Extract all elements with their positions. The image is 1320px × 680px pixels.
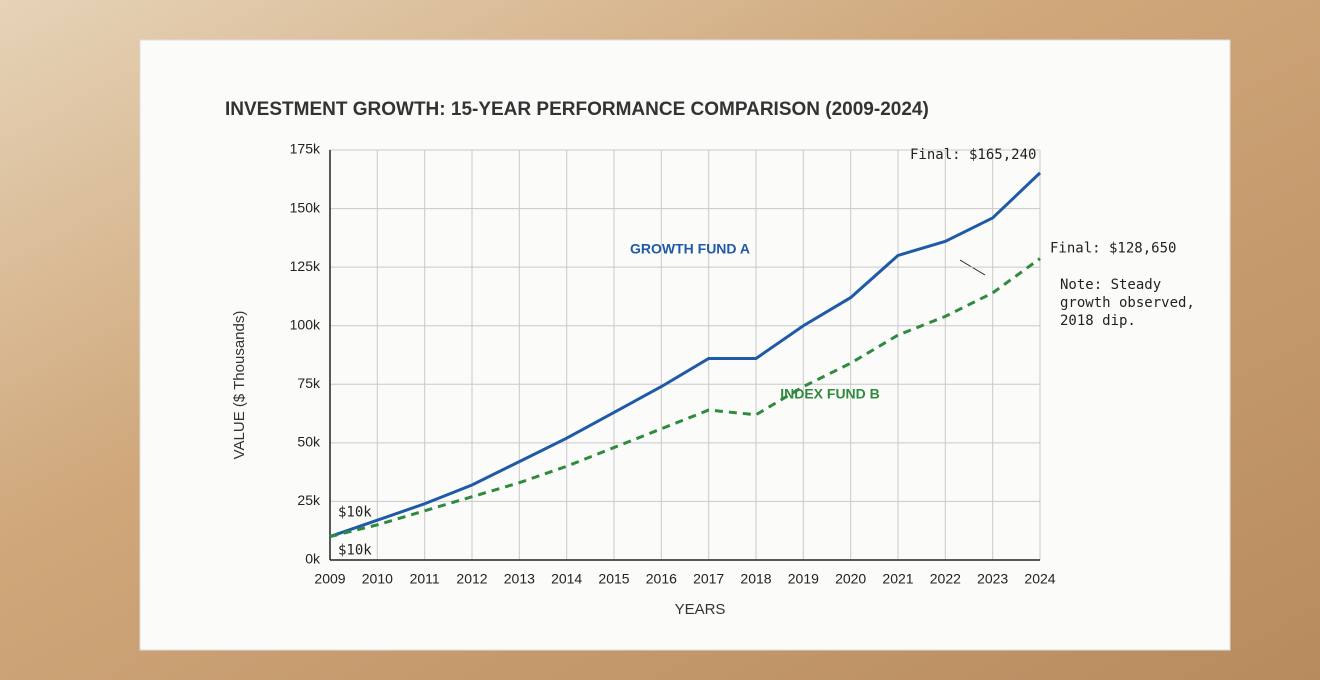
note-line: growth observed, [1060,295,1195,311]
x-tick-label: 2023 [977,571,1008,587]
x-tick-label: 2016 [646,571,677,587]
annotation: $10k [338,543,372,559]
y-tick-label: 0k [305,551,321,567]
x-tick-label: 2011 [410,571,440,587]
y-axis-label: VALUE ($ Thousands) [231,311,248,460]
y-tick-label: 100k [290,316,321,332]
x-tick-label: 2021 [882,571,913,587]
x-tick-label: 2009 [314,571,345,587]
y-tick-label: 75k [297,375,321,391]
annotation: $10k [338,505,372,521]
x-tick-label: 2022 [930,571,961,587]
x-tick-label: 2017 [693,571,724,587]
series-label: GROWTH FUND A [630,241,750,257]
note-line: Note: Steady [1060,277,1161,293]
y-tick-label: 25k [297,492,321,508]
note-line: 2018 dip. [1060,313,1136,329]
chart-title: INVESTMENT GROWTH: 15-YEAR PERFORMANCE C… [225,99,929,120]
series-line [329,257,1041,539]
series-line [329,171,1042,538]
x-tick-label: 2015 [598,571,629,587]
y-tick-label: 150k [290,199,321,215]
y-tick-label: 50k [297,434,321,450]
x-axis-label: YEARS [675,601,726,618]
x-tick-label: 2024 [1024,571,1055,587]
y-tick-label: 125k [290,258,321,274]
annotation: Final: $165,240 [910,147,1036,163]
x-tick-label: 2013 [504,571,535,587]
x-tick-label: 2012 [456,571,487,587]
series-label: INDEX FUND B [780,386,880,402]
x-tick-label: 2020 [835,571,866,587]
x-tick-label: 2018 [740,571,771,587]
paper [139,39,1231,651]
x-tick-label: 2014 [551,571,582,587]
x-tick-label: 2010 [362,571,393,587]
x-tick-label: 2019 [788,571,819,587]
annotation: Final: $128,650 [1050,241,1176,257]
note: Note: Steady growth observed, 2018 dip. [1060,277,1195,329]
y-tick-label: 175k [290,141,321,157]
